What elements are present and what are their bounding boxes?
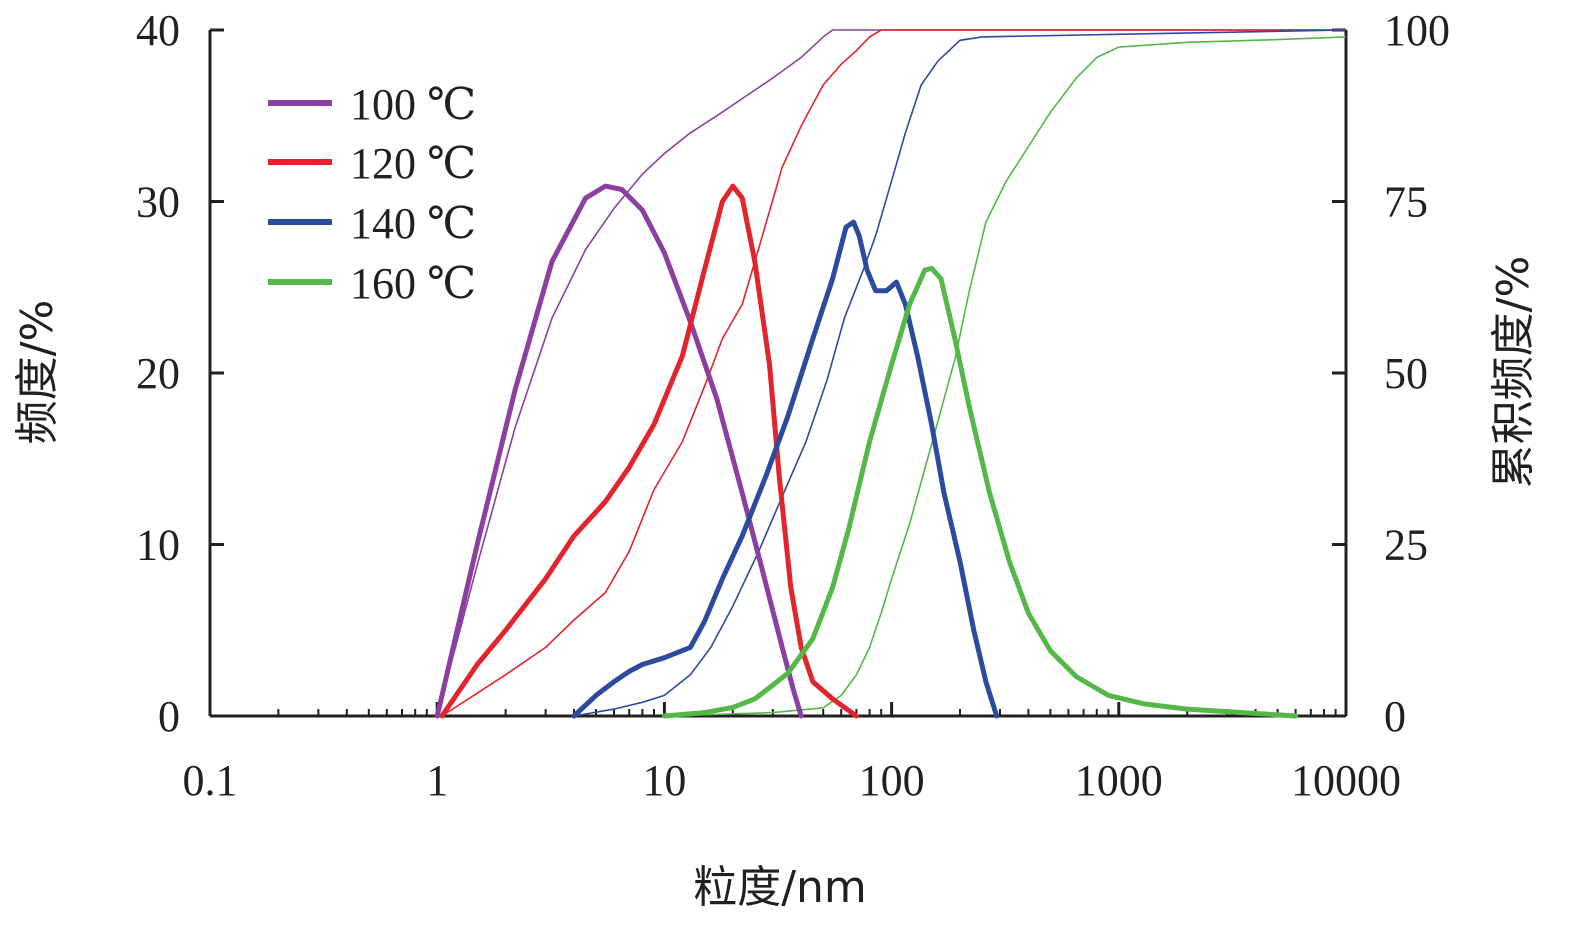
y-left-tick-label: 10 [136, 521, 180, 570]
x-tick-label: 0.1 [183, 756, 238, 805]
y-left-tick-label: 40 [136, 6, 180, 55]
y-axis-title-left: 频度/% [12, 300, 63, 445]
legend-label-100: 100 ℃ [350, 80, 476, 129]
x-tick-label: 10 [642, 756, 686, 805]
y-right-tick-label: 50 [1384, 349, 1428, 398]
axes [208, 28, 1348, 718]
cumulative-line-2 [573, 29, 1347, 717]
x-tick-label: 10000 [1291, 756, 1401, 805]
y-left-tick-label: 30 [136, 178, 180, 227]
curves [434, 29, 1347, 719]
frequency-line-1 [439, 183, 859, 719]
x-axis-title: 粒度/nm [693, 862, 867, 913]
legend-label-120: 120 ℃ [350, 139, 476, 188]
frequency-line-2 [571, 219, 1000, 719]
cumulative-line-0 [436, 29, 1346, 717]
y-left-tick-label: 20 [136, 349, 180, 398]
x-tick-label: 1000 [1075, 756, 1163, 805]
tick-labels: 0.1 1 10 100 1000 10000 0 10 20 30 40 0 25 50 75 100 [136, 6, 1450, 805]
frequency-line-3 [661, 265, 1299, 719]
legend: 100 ℃ 120 ℃ 140 ℃ 160 ℃ [268, 80, 476, 308]
y-right-tick-label: 75 [1384, 178, 1428, 227]
cumulative-line-3 [664, 36, 1347, 717]
cumulative-line-1 [441, 29, 1346, 717]
x-tick-label: 1 [426, 756, 448, 805]
frequency-line-0 [434, 183, 804, 719]
legend-label-160: 160 ℃ [350, 259, 476, 308]
y-right-tick-label: 100 [1384, 6, 1450, 55]
y-right-tick-label: 25 [1384, 521, 1428, 570]
y-axis-title-right: 累积频度/% [1488, 256, 1539, 489]
x-tick-label: 100 [859, 756, 925, 805]
y-right-tick-label: 0 [1384, 692, 1406, 741]
y-left-tick-label: 0 [158, 692, 180, 741]
legend-label-140: 140 ℃ [350, 199, 476, 248]
